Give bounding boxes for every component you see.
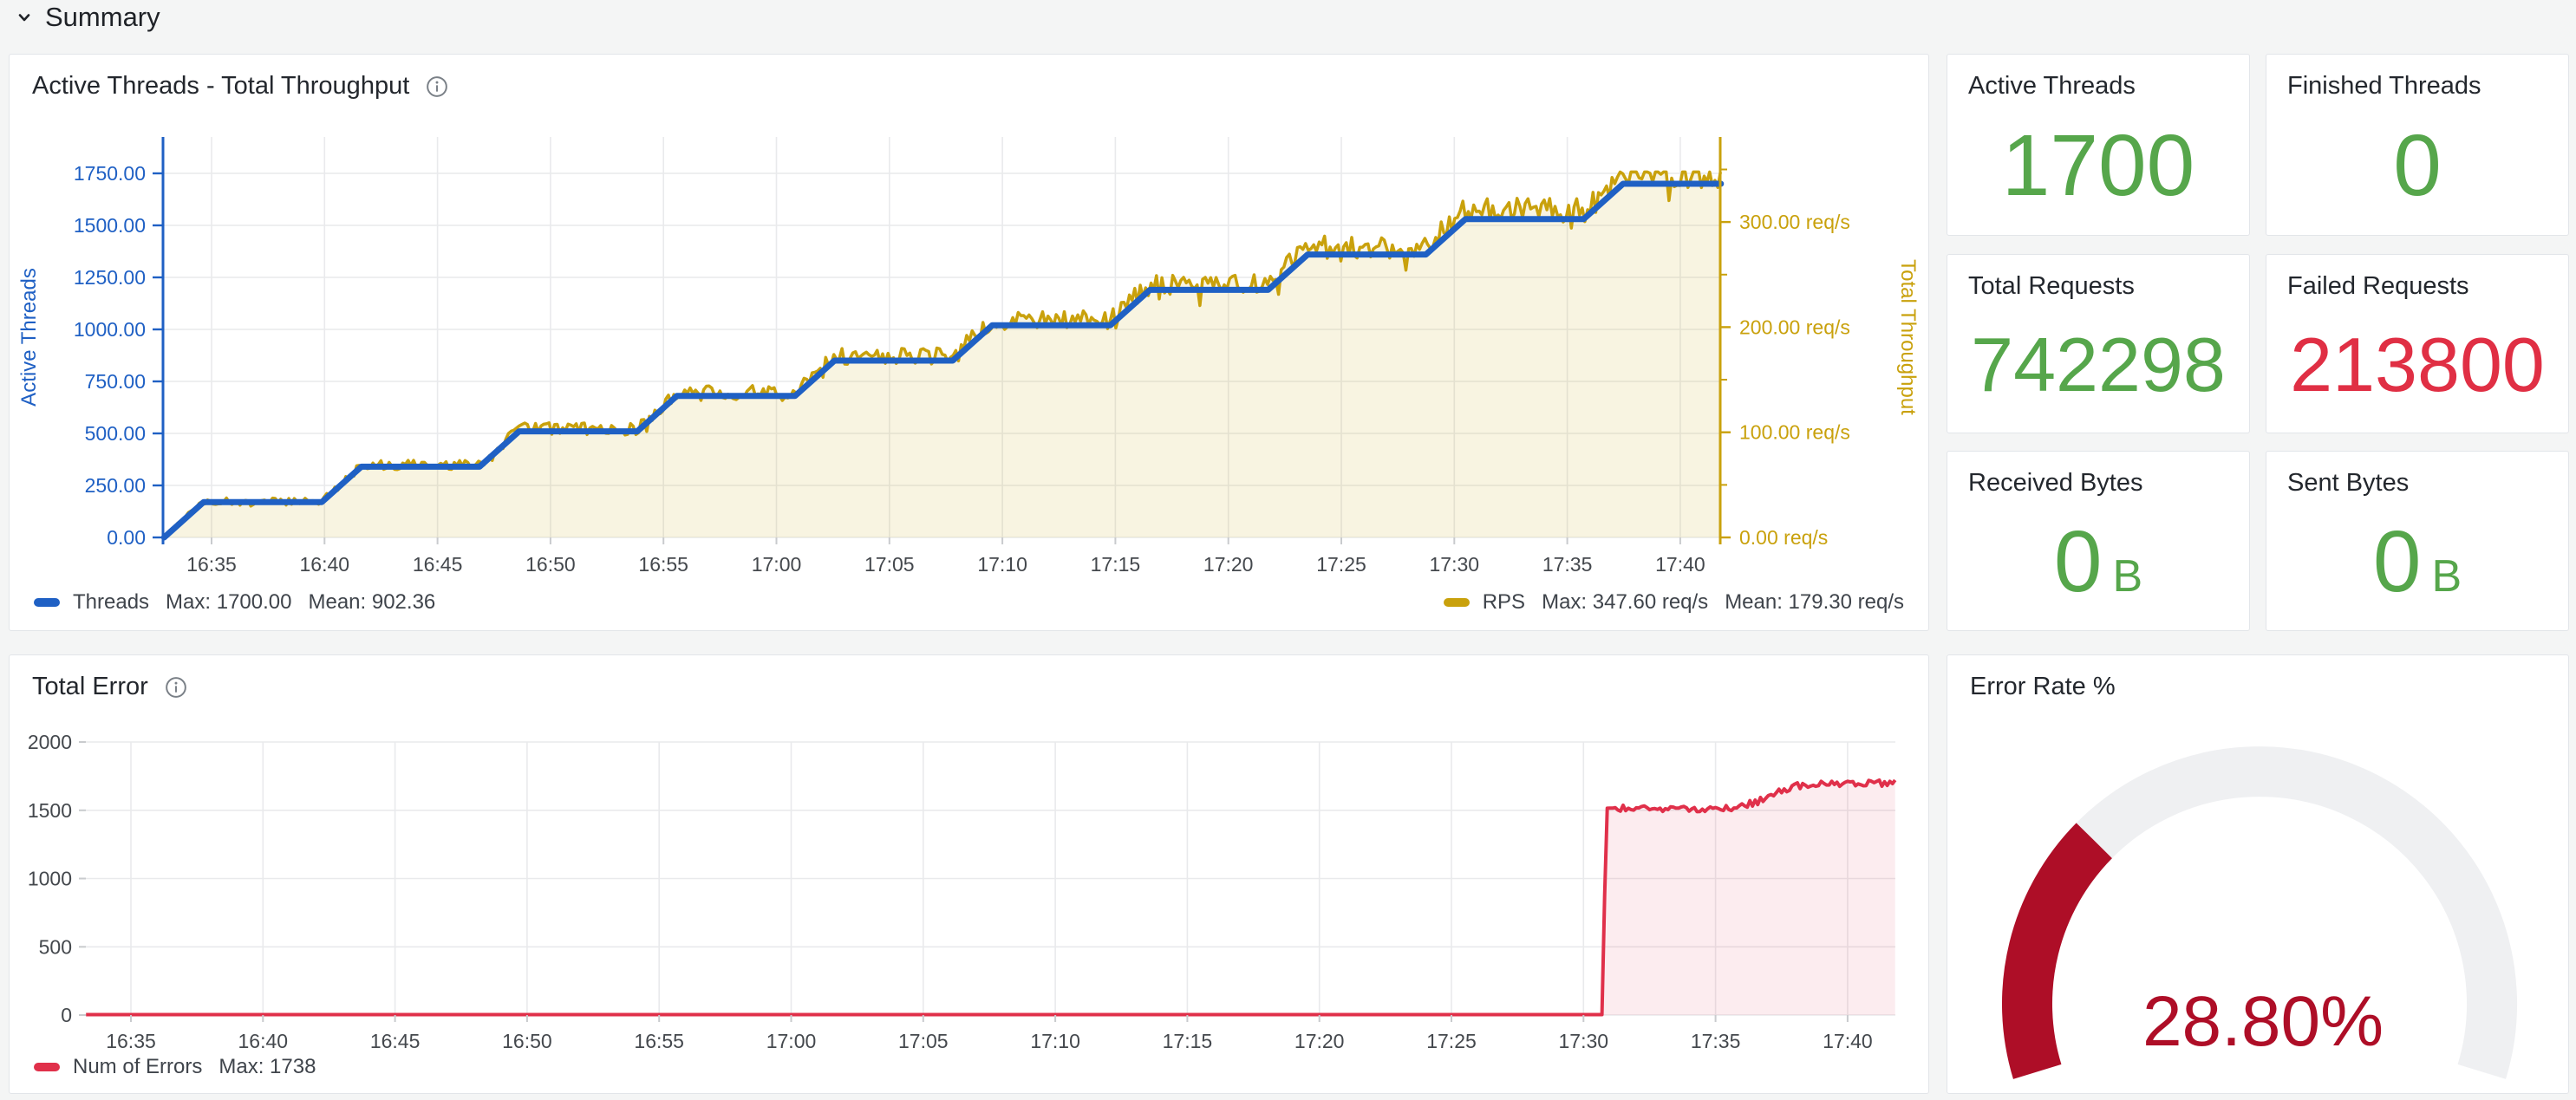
rps-max: Max: 347.60 req/s [1542, 590, 1709, 614]
total-error-chart-plot[interactable]: 0 500 1000 1500 2000 16:35 16:40 16:45 16:50 16:5… [10, 655, 1930, 1095]
total-error-legend: Num of Errors Max: 1738 [10, 1055, 1928, 1079]
svg-text:17:15: 17:15 [1163, 1030, 1213, 1052]
rps-mean: Mean: 179.30 req/s [1725, 590, 1904, 614]
svg-text:16:40: 16:40 [238, 1030, 289, 1052]
panel-total-requests-stat: Total Requests 742298 [1947, 254, 2250, 433]
svg-text:500.00: 500.00 [85, 422, 146, 445]
svg-text:16:45: 16:45 [370, 1030, 421, 1052]
svg-text:1000.00: 1000.00 [74, 318, 146, 341]
stat-title[interactable]: Sent Bytes [2287, 469, 2410, 497]
errors-max: Max: 1738 [218, 1055, 316, 1078]
svg-text:17:40: 17:40 [1655, 553, 1705, 576]
panel-total-error: Total Error 0 500 1000 1500 2000 16:35 16:40 16… [9, 654, 1929, 1094]
svg-text:17:15: 17:15 [1091, 553, 1141, 576]
svg-text:17:30: 17:30 [1430, 553, 1480, 576]
stat-value: 742298 [1971, 321, 2226, 407]
svg-text:16:45: 16:45 [413, 553, 463, 576]
stat-title[interactable]: Failed Requests [2287, 272, 2469, 300]
info-icon[interactable] [425, 75, 449, 99]
svg-text:250.00: 250.00 [85, 474, 146, 497]
svg-text:0.00: 0.00 [107, 526, 146, 549]
svg-text:17:20: 17:20 [1295, 1030, 1345, 1052]
svg-text:1500: 1500 [28, 799, 72, 822]
error-rate-gauge: 28.80% [2001, 746, 2517, 1079]
section-header-summary[interactable]: Summary [14, 2, 160, 33]
svg-text:16:50: 16:50 [502, 1030, 552, 1052]
threads-series-swatch [34, 598, 60, 607]
svg-text:17:40: 17:40 [1823, 1030, 1873, 1052]
stat-value: 213800 [2290, 321, 2545, 407]
panel-finished-threads-stat: Finished Threads 0 [2266, 54, 2569, 236]
svg-text:17:25: 17:25 [1316, 553, 1366, 576]
svg-text:16:40: 16:40 [300, 553, 350, 576]
svg-text:1500.00: 1500.00 [74, 214, 146, 237]
svg-text:17:10: 17:10 [1030, 1030, 1080, 1052]
stat-value: 0 [2393, 117, 2442, 214]
svg-text:300.00 req/s: 300.00 req/s [1739, 211, 1850, 233]
panel-active-threads-stat: Active Threads 1700 [1947, 54, 2250, 236]
stat-value: 1700 [2001, 117, 2195, 214]
svg-text:17:10: 17:10 [977, 553, 1027, 576]
svg-text:17:00: 17:00 [752, 553, 802, 576]
panel-title-throughput[interactable]: Active Threads - Total Throughput [32, 72, 449, 101]
svg-text:500: 500 [39, 935, 72, 958]
svg-text:1250.00: 1250.00 [74, 266, 146, 289]
chevron-down-icon [18, 14, 30, 22]
svg-text:200.00 req/s: 200.00 req/s [1739, 316, 1850, 338]
section-title: Summary [45, 2, 160, 32]
threads-mean: Mean: 902.36 [308, 590, 436, 614]
stat-title[interactable]: Received Bytes [1968, 469, 2143, 497]
svg-text:17:05: 17:05 [898, 1030, 949, 1052]
panel-error-rate: Error Rate % 28.80% [1947, 654, 2569, 1094]
svg-text:1750.00: 1750.00 [74, 162, 146, 185]
panel-title-error-rate[interactable]: Error Rate % [1970, 673, 2116, 700]
svg-text:17:20: 17:20 [1203, 553, 1254, 576]
svg-text:Total Throughput: Total Throughput [1896, 259, 1920, 415]
panel-title-total-error[interactable]: Total Error [32, 673, 188, 701]
svg-text:16:50: 16:50 [525, 553, 576, 576]
svg-text:16:55: 16:55 [638, 553, 688, 576]
legend-item-num-of-errors[interactable]: Num of Errors Max: 1738 [34, 1055, 316, 1079]
threads-max: Max: 1700.00 [166, 590, 292, 614]
svg-text:16:55: 16:55 [634, 1030, 684, 1052]
legend-item-rps[interactable]: RPS Max: 347.60 req/s Mean: 179.30 req/s [1443, 590, 1904, 615]
svg-text:0: 0 [61, 1004, 72, 1026]
svg-text:17:30: 17:30 [1559, 1030, 1609, 1052]
svg-text:2000: 2000 [28, 731, 72, 753]
svg-text:16:35: 16:35 [106, 1030, 156, 1052]
throughput-chart-plot[interactable]: 0.00 250.00 500.00 750.00 1000.00 1250.00 1500… [10, 55, 1930, 632]
svg-text:17:05: 17:05 [864, 553, 915, 576]
legend-item-threads[interactable]: Threads Max: 1700.00 Mean: 902.36 [34, 590, 435, 615]
errors-series-swatch [34, 1063, 60, 1071]
panel-active-threads-total-throughput: Active Threads - Total Throughput 0.00 25… [9, 54, 1929, 631]
svg-text:100.00 req/s: 100.00 req/s [1739, 421, 1850, 444]
svg-text:17:35: 17:35 [1691, 1030, 1741, 1052]
rps-series-swatch [1443, 598, 1470, 607]
svg-text:17:35: 17:35 [1542, 553, 1593, 576]
throughput-legend: Threads Max: 1700.00 Mean: 902.36 RPS Ma… [10, 590, 1928, 615]
stat-title[interactable]: Total Requests [1968, 272, 2135, 300]
stat-title[interactable]: Active Threads [1968, 72, 2136, 100]
svg-text:Active Threads: Active Threads [17, 268, 41, 407]
svg-text:1000: 1000 [28, 868, 72, 890]
svg-text:28.80%: 28.80% [2142, 982, 2384, 1061]
info-icon[interactable] [164, 675, 188, 700]
stat-title[interactable]: Finished Threads [2287, 72, 2481, 100]
panel-failed-requests-stat: Failed Requests 213800 [2266, 254, 2569, 433]
svg-text:750.00: 750.00 [85, 370, 146, 393]
svg-text:16:35: 16:35 [186, 553, 237, 576]
svg-text:17:25: 17:25 [1426, 1030, 1477, 1052]
svg-text:17:00: 17:00 [766, 1030, 817, 1052]
svg-text:0.00 req/s: 0.00 req/s [1739, 526, 1828, 549]
